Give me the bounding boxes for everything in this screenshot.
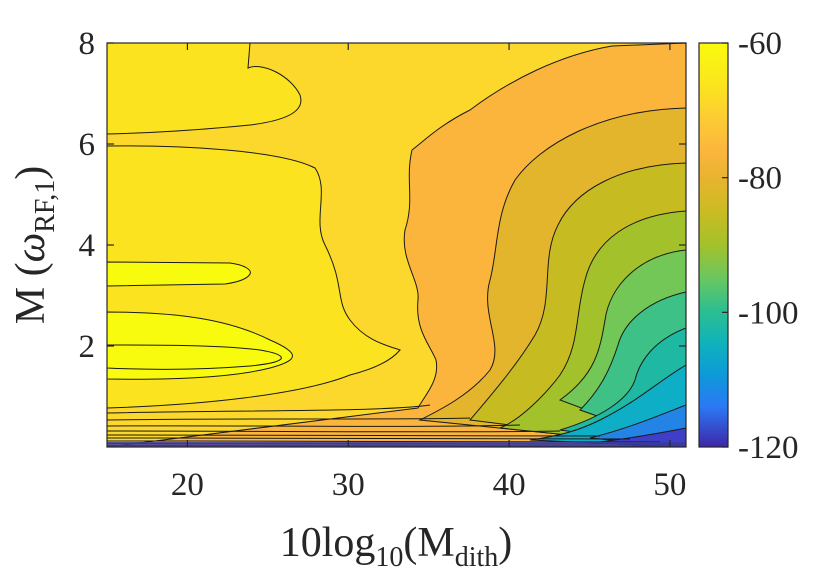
contour-line-bottom-6: [107, 437, 631, 440]
contour-line-bottom-3: [107, 424, 521, 427]
contour-floor-band: [107, 442, 686, 447]
colorbar-tick-label: -100: [738, 295, 799, 331]
contour-band-max-core: [107, 344, 282, 370]
colorbar: [698, 42, 729, 448]
contour-plot-area: [107, 43, 686, 447]
y-tick-label: 8: [79, 26, 96, 62]
colorbar-tick-label: -120: [738, 430, 799, 466]
y-axis-ticks: 2 4 6 8: [79, 26, 686, 365]
x-axis-label: 10log10(Mdith): [280, 520, 513, 573]
contour-band-max-upper: [107, 261, 251, 287]
contour-line-bottom-5: [107, 434, 601, 437]
x-tick-label: 50: [653, 467, 686, 503]
contour-band-upper-left: [107, 43, 302, 135]
contour-line-bottom-1: [107, 404, 431, 414]
colorbar-tick-label: -80: [738, 161, 782, 197]
x-tick-label: 30: [332, 467, 365, 503]
y-tick-label: 4: [79, 228, 96, 264]
y-tick-label: 2: [79, 329, 96, 365]
x-tick-label: 20: [171, 467, 204, 503]
contour-line-bottom-4: [107, 430, 561, 433]
colorbar-ticks: -60 -80 -100 -120: [722, 26, 799, 466]
contour-line-bottom-2: [107, 417, 471, 421]
x-axis-ticks: 20 30 40 50: [171, 43, 686, 503]
y-axis-label: M (ωRF,1): [8, 166, 61, 325]
y-tick-label: 6: [79, 127, 96, 163]
colorbar-tick-label: -60: [738, 26, 782, 62]
x-tick-label: 40: [493, 467, 526, 503]
